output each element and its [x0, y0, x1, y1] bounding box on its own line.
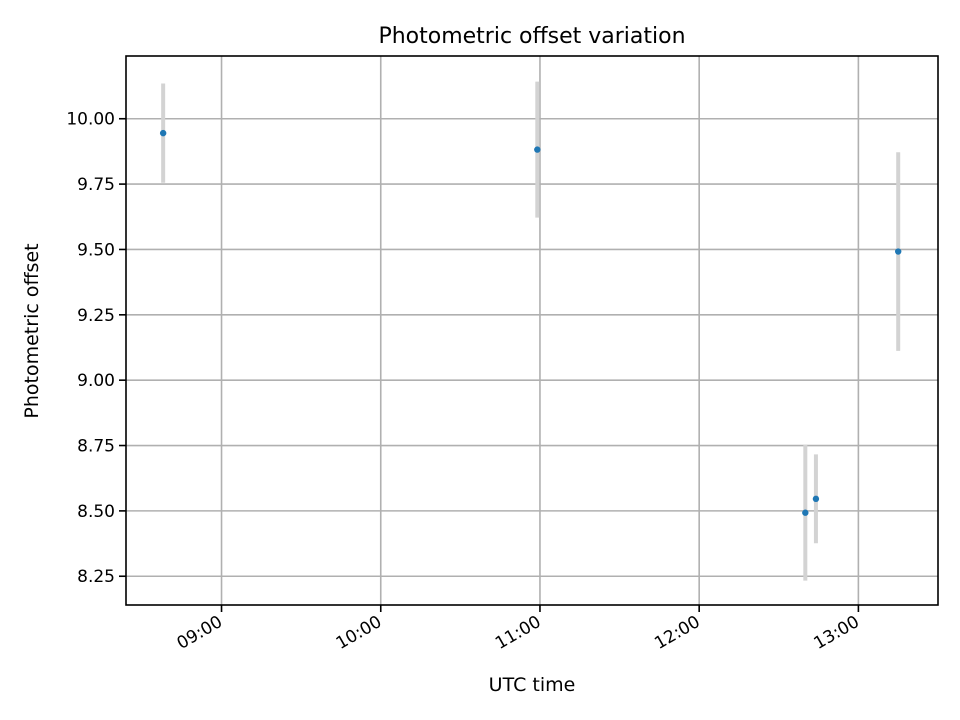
chart-title: Photometric offset variation	[378, 24, 685, 49]
y-tick-label: 9.00	[77, 371, 115, 391]
y-tick-label: 9.75	[77, 175, 115, 195]
y-axis-label: Photometric offset	[21, 243, 43, 418]
data-point	[812, 495, 820, 503]
y-tick-label: 8.50	[77, 502, 115, 522]
data-points	[159, 129, 902, 516]
plot-frame	[125, 55, 939, 606]
y-tick-label: 8.25	[77, 567, 115, 587]
y-tick-label: 10.00	[66, 110, 115, 130]
data-point	[802, 509, 809, 516]
y-tick-label: 9.50	[77, 240, 115, 260]
grid	[126, 56, 938, 605]
x-axis-label: UTC time	[489, 674, 576, 696]
y-tick-label: 8.75	[77, 437, 115, 457]
data-point	[159, 129, 167, 137]
data-point	[534, 146, 541, 153]
data-point	[894, 248, 902, 255]
y-tick-label: 9.25	[77, 306, 115, 326]
